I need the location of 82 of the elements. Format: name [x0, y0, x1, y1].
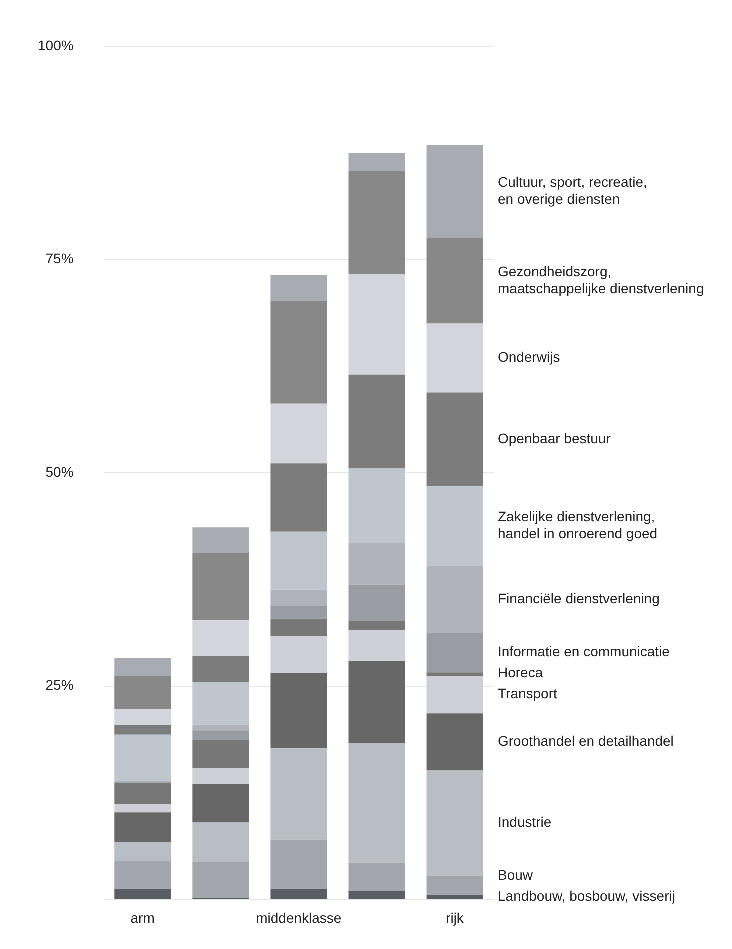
- series-label: Groothandel en detailhandel: [498, 733, 674, 750]
- bar: [348, 374, 406, 469]
- bar: [426, 895, 484, 900]
- bar: [270, 636, 328, 674]
- bar: [270, 840, 328, 890]
- bar: [348, 621, 406, 630]
- bar: [270, 464, 328, 532]
- x-tick-label: arm: [130, 910, 155, 926]
- bar: [348, 584, 406, 622]
- bar: [270, 404, 328, 464]
- bar: [270, 748, 328, 840]
- bar: [192, 620, 250, 656]
- series-label: Financiële dienstverlening: [498, 590, 660, 607]
- bar: [192, 784, 250, 823]
- series-label: Zakelijke dienstverlening, handel in onroerend goed: [498, 508, 658, 542]
- bar: [270, 618, 328, 636]
- bar: [192, 656, 250, 682]
- series-label: Transport: [498, 686, 558, 702]
- bar: [426, 566, 484, 634]
- bar: [192, 528, 250, 554]
- bar: [348, 891, 406, 900]
- series-label: Onderwijs: [498, 349, 560, 366]
- bar: [114, 842, 172, 862]
- bar: [426, 392, 484, 487]
- bar: [270, 302, 328, 404]
- series-label: Industrie: [498, 814, 552, 830]
- bar: [270, 606, 328, 619]
- bar: [270, 674, 328, 749]
- bar: [348, 170, 406, 274]
- bar: [348, 153, 406, 171]
- bar: [426, 676, 484, 714]
- bar: [348, 630, 406, 662]
- bar: [348, 274, 406, 375]
- bar: [114, 676, 172, 710]
- bar: [426, 633, 484, 673]
- bar: [270, 532, 328, 590]
- y-tick-label: 25%: [46, 677, 74, 694]
- bar: [426, 486, 484, 566]
- bar: [270, 275, 328, 302]
- bar: [426, 238, 484, 324]
- bar: [114, 658, 172, 676]
- bar: [192, 730, 250, 740]
- bar: [192, 768, 250, 784]
- series-label: Landbouw, bosbouw, visserij: [498, 888, 676, 904]
- bar: [270, 590, 328, 606]
- bar: [426, 672, 484, 676]
- bar: [192, 682, 250, 725]
- y-tick-label: 75%: [46, 250, 74, 267]
- bar: [192, 724, 250, 731]
- bar: [114, 804, 172, 813]
- bar: [348, 862, 406, 892]
- bar: [348, 743, 406, 863]
- y-tick-label: 50%: [46, 464, 74, 480]
- bar: [270, 889, 328, 900]
- bar: [426, 876, 484, 896]
- series-label: Openbaar bestuur: [498, 430, 612, 447]
- bar: [192, 553, 250, 621]
- bar: [426, 714, 484, 771]
- bar: [426, 770, 484, 876]
- series-label: Bouw: [498, 867, 534, 884]
- y-tick-label: 100%: [38, 37, 74, 54]
- x-tick-label: rijk: [446, 910, 465, 926]
- bar: [192, 740, 250, 768]
- bar: [348, 542, 406, 585]
- bar: [114, 734, 172, 782]
- series-label: Gezondheidszorg, maatschappelijke dienstverlening: [498, 263, 704, 296]
- bar: [114, 861, 172, 890]
- bar: [114, 726, 172, 735]
- bar: [192, 862, 250, 898]
- bar: [114, 889, 172, 900]
- bar: [114, 782, 172, 804]
- bar: [114, 709, 172, 726]
- bar: [426, 324, 484, 393]
- bar: [426, 145, 484, 238]
- bar: [192, 822, 250, 862]
- series-label: Cultuur, sport, recreatie, en overige diensten: [498, 174, 648, 208]
- bar: [114, 812, 172, 842]
- bar: [348, 662, 406, 744]
- series-label: Informatie en communicatie: [498, 644, 670, 660]
- series-label: Horeca: [498, 664, 544, 681]
- x-tick-label: middenklasse: [256, 910, 342, 926]
- bar: [348, 468, 406, 543]
